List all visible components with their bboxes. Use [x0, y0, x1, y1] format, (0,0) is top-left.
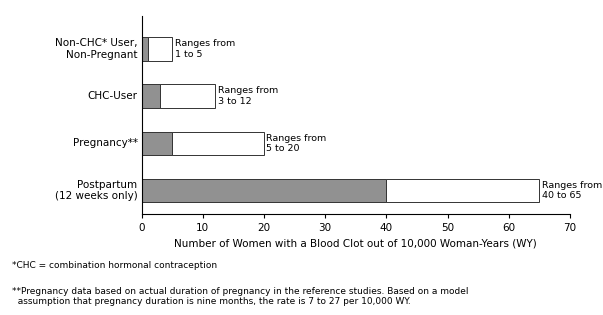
Text: Ranges from
3 to 12: Ranges from 3 to 12 [218, 86, 278, 106]
Bar [142, 179, 387, 203]
Bar [172, 132, 264, 155]
Text: Ranges from
40 to 65: Ranges from 40 to 65 [541, 181, 602, 200]
Bar [387, 179, 539, 203]
Bar [142, 132, 172, 155]
Text: Ranges from
5 to 20: Ranges from 5 to 20 [266, 134, 326, 153]
X-axis label: Number of Women with a Blood Clot out of 10,000 Woman-Years (WY): Number of Women with a Blood Clot out of… [174, 239, 537, 249]
Bar [160, 84, 215, 108]
Text: Ranges from
1 to 5: Ranges from 1 to 5 [175, 39, 235, 59]
Bar [142, 84, 160, 108]
Text: *CHC = combination hormonal contraception: *CHC = combination hormonal contraceptio… [12, 261, 217, 271]
Bar [142, 37, 148, 61]
Bar [148, 37, 172, 61]
Text: **Pregnancy data based on actual duration of pregnancy in the reference studies.: **Pregnancy data based on actual duratio… [12, 287, 469, 306]
